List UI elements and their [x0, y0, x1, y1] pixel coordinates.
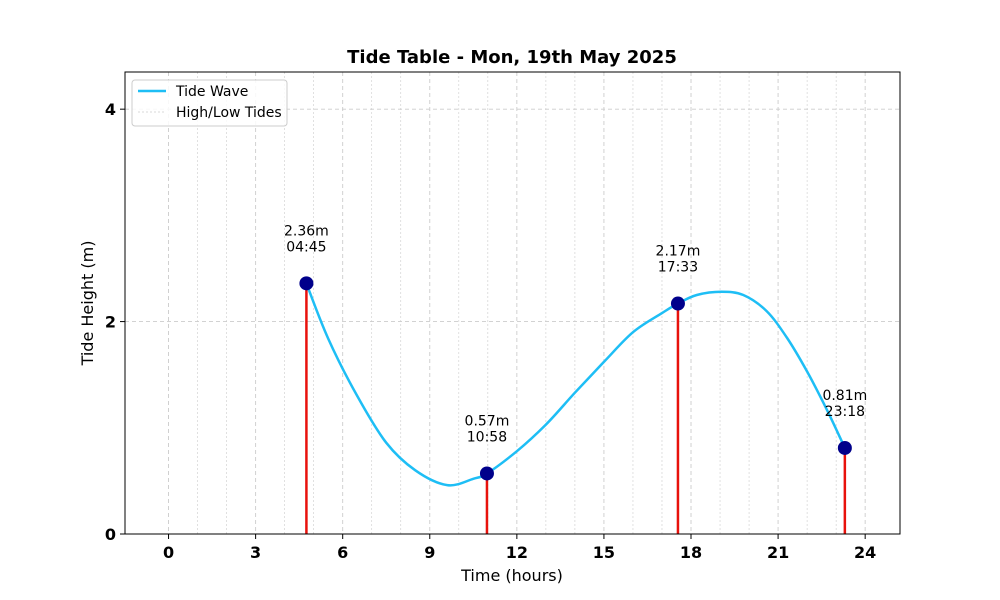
tide-marker [479, 466, 494, 481]
x-tick-label: 18 [680, 543, 702, 562]
plot-frame [124, 71, 901, 535]
y-tick-label: 0 [105, 525, 116, 544]
tide-height-label: 2.36m [284, 223, 329, 239]
tide-marker [299, 276, 314, 291]
x-tick-label: 12 [506, 543, 528, 562]
legend-label-high-low: High/Low Tides [176, 105, 282, 121]
x-tick-label: 24 [854, 543, 876, 562]
x-tick-label: 9 [424, 543, 435, 562]
tide-wave-line [305, 282, 847, 487]
x-tick-label: 0 [163, 543, 174, 562]
chart-title: Tide Table - Mon, 19th May 2025 [347, 47, 677, 68]
y-axis-label: Tide Height (m) [78, 241, 97, 367]
tide-time-label: 10:58 [467, 429, 507, 445]
x-axis-label: Time (hours) [460, 566, 563, 585]
tide-markers [299, 276, 852, 481]
x-tick-label: 6 [337, 543, 348, 562]
tide-marker [837, 440, 852, 455]
tide-time-label: 04:45 [286, 239, 326, 255]
y-tick-label: 4 [105, 100, 116, 119]
tide-height-label: 0.57m [465, 413, 510, 429]
x-tick-label: 21 [767, 543, 789, 562]
x-tick-label: 3 [250, 543, 261, 562]
tide-height-label: 0.81m [822, 388, 867, 404]
tide-time-label: 17:33 [658, 260, 698, 276]
tide-height-label: 2.17m [656, 244, 701, 260]
legend: Tide Wave High/Low Tides [131, 79, 288, 127]
tide-marker [670, 296, 685, 311]
tide-stems [305, 283, 847, 534]
legend-label-tide-wave: Tide Wave [175, 84, 248, 100]
legend-box [131, 79, 288, 127]
tide-time-label: 23:18 [825, 404, 865, 420]
x-tick-label: 15 [593, 543, 615, 562]
y-tick-label: 2 [105, 313, 116, 332]
